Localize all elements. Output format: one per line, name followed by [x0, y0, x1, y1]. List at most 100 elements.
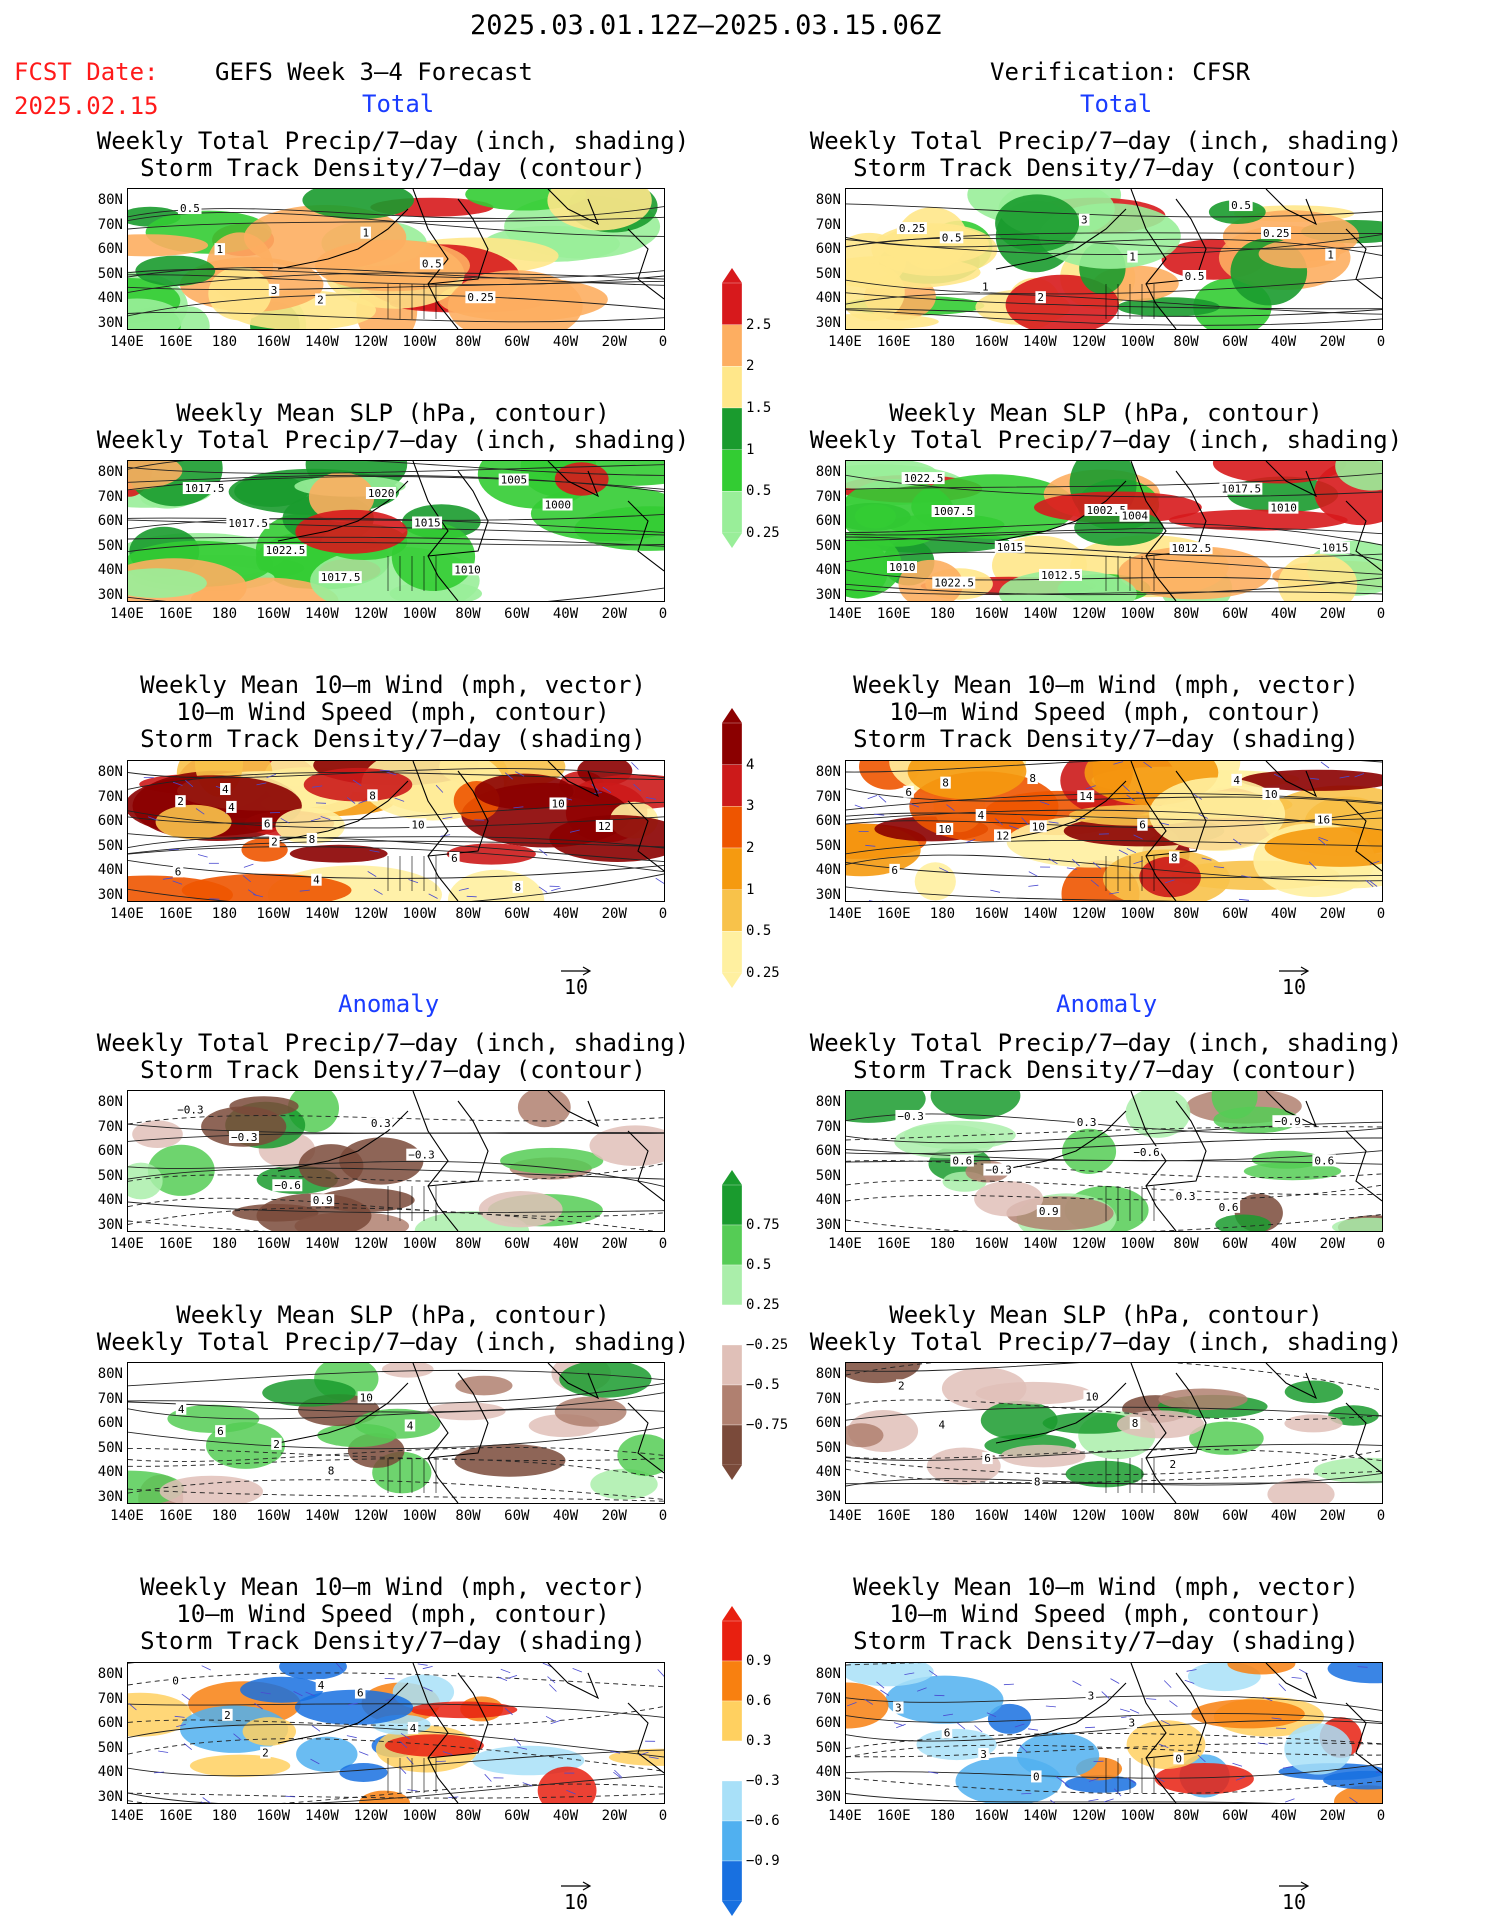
contour-line: [128, 311, 664, 323]
shading-blob: [537, 1766, 597, 1803]
title-line: Weekly Total Precip/7–day (inch, shading…: [96, 1328, 690, 1356]
lon-tick-label: 120W: [1071, 906, 1106, 922]
contour-label-bg: [1131, 1146, 1162, 1159]
coastline: [1265, 461, 1318, 498]
contour-label: 0.25: [1263, 227, 1290, 240]
wind-vector: [994, 818, 1003, 826]
map-p4R: −0.3 0.6 −0.3 0.9 0.3 −0.6 0.3 0.6 −0.9 0.6: [846, 1091, 1382, 1231]
wind-vector: [986, 1712, 997, 1718]
lon-tick-label: 40W: [552, 1808, 579, 1824]
colorbar-arrow-bottom: [722, 1901, 742, 1916]
wind-vector: [538, 886, 548, 893]
contour-label: 4: [178, 1403, 185, 1416]
title-line: Weekly Mean 10–m Wind (mph, vector): [140, 671, 646, 699]
colorbar-storm_anom: [722, 1606, 742, 1916]
colorbar-label: −0.9: [746, 1853, 780, 1869]
contour-line: [846, 1793, 1281, 1803]
lon-tick-label: 20W: [601, 334, 627, 350]
contour-label-bg: [901, 472, 945, 485]
lat-tick-label: 60N: [97, 513, 123, 529]
lon-tick-label: 160W: [974, 1236, 1009, 1252]
colorbar-segment: [722, 282, 742, 325]
lat-tick-label: 50N: [815, 537, 841, 554]
contour-label-bg: [1182, 269, 1207, 282]
contour-label-bg: [994, 829, 1012, 842]
lat-tick-label: 80N: [97, 1094, 123, 1110]
lon-tick-label: 80W: [1173, 1508, 1199, 1524]
lat-tick-label: 80N: [815, 764, 841, 780]
contour-label-bg: [452, 563, 483, 576]
contour-line: [128, 272, 664, 293]
lon-tick-label: 60W: [504, 906, 530, 922]
contour-label: 1015: [1322, 542, 1349, 555]
contour-label-bg: [1078, 213, 1090, 226]
wind-vector: [1143, 761, 1152, 769]
wind-vector: [1308, 777, 1320, 780]
wind-vector: [200, 1801, 205, 1803]
contour-label: 1004: [1121, 510, 1148, 523]
contour-label-bg: [365, 486, 396, 499]
contour-line: [846, 1732, 1382, 1749]
colorbar-segment: [722, 1860, 742, 1902]
contour-label-bg: [1219, 482, 1263, 495]
shading-blob: [1139, 856, 1201, 898]
lon-tick-label: 160E: [158, 1808, 193, 1824]
wind-vector: [373, 889, 383, 895]
wind-vector: [1133, 860, 1144, 865]
lon-tick-label: 0: [658, 1808, 668, 1824]
map-p6L: 0 2 2 4 6 4: [128, 1663, 664, 1803]
wind-vector: [352, 779, 362, 786]
lon-tick-label: 80W: [455, 1508, 481, 1524]
lon-tick-label: 140W: [305, 334, 339, 350]
contour-line: [846, 536, 1382, 558]
wind-vector: [1121, 1716, 1132, 1718]
contour-label-bg: [498, 473, 529, 486]
lon-tick-label: 0: [658, 906, 668, 922]
contour-label-bg: [889, 863, 900, 876]
lat-tick-label: 40N: [97, 862, 123, 878]
lon-tick-label: 140E: [110, 1808, 144, 1824]
contour-line: [128, 267, 664, 286]
contour-line: [128, 1706, 664, 1727]
lon-tick-label: 160E: [876, 1808, 911, 1824]
coastline: [627, 228, 664, 300]
contour-label-bg: [310, 1194, 335, 1207]
lat-tick-label: 70N: [815, 788, 841, 805]
lon-tick-label: 160W: [974, 906, 1009, 922]
lon-tick-label: 140W: [305, 1236, 339, 1252]
contour-label: 0.25: [467, 291, 494, 304]
shading-blob: [132, 1120, 183, 1148]
wind-vector: [435, 784, 444, 793]
lon-tick-label: 20W: [1319, 1236, 1345, 1252]
lon-tick-label: 180: [929, 906, 956, 922]
wind-vector: [1113, 1788, 1122, 1797]
wind-vector: [1146, 1698, 1157, 1700]
contour-line: [846, 1450, 1382, 1476]
wind-vector: [422, 1666, 433, 1670]
contour-label: 8: [328, 1465, 335, 1478]
shading-blob: [298, 1144, 364, 1188]
colorbar-label: −0.75: [746, 1417, 789, 1433]
wind-vector: [172, 781, 183, 786]
contour-label: 6: [451, 852, 458, 865]
wind-vector: [1028, 1728, 1039, 1731]
section-total-right: Total: [1080, 90, 1153, 118]
wind-vector: [545, 1715, 555, 1722]
wind-vector: [256, 782, 267, 786]
contour-label: 2: [177, 795, 184, 808]
lon-tick-label: 0: [658, 1508, 668, 1524]
contour-line: [128, 1382, 664, 1405]
wind-vector: [497, 1676, 508, 1681]
contour-label-bg: [306, 833, 318, 846]
lon-tick-label: 0: [658, 606, 668, 622]
lon-tick-label: 20W: [601, 1508, 627, 1524]
title-p2L: Weekly Mean SLP (hPa, contour) Weekly To…: [60, 400, 726, 454]
contour-label-bg: [226, 800, 237, 813]
wind-vector: [504, 772, 513, 780]
lon-tick-label: 0: [1376, 1236, 1386, 1252]
shading-blob: [159, 1475, 263, 1503]
contour-label-bg: [1261, 226, 1292, 239]
contour-label: −0.3: [408, 1149, 435, 1162]
wind-vector: [974, 1725, 983, 1733]
